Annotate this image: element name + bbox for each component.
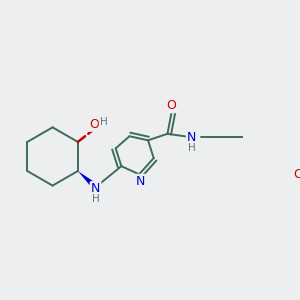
Text: O: O <box>294 168 300 181</box>
Text: N: N <box>91 182 100 195</box>
Text: H: H <box>100 117 108 127</box>
Polygon shape <box>78 171 94 186</box>
Text: N: N <box>136 175 146 188</box>
Text: H: H <box>188 142 196 153</box>
Text: H: H <box>92 194 100 203</box>
Text: N: N <box>187 130 196 144</box>
Text: O: O <box>167 99 176 112</box>
Text: O: O <box>89 118 99 130</box>
